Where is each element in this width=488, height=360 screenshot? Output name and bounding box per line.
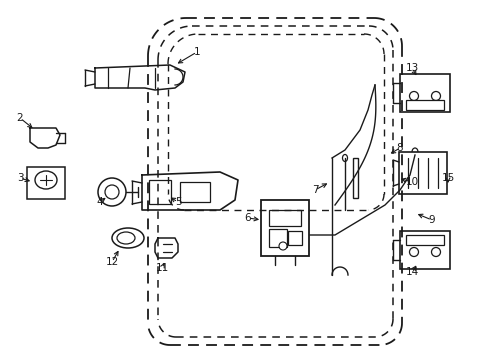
Text: 1: 1 [193,47,200,57]
Ellipse shape [35,171,57,189]
Bar [352,158,357,198]
Text: 13: 13 [405,63,418,73]
Text: 14: 14 [405,267,418,277]
Bar [405,100,443,110]
Text: 9: 9 [428,215,434,225]
Ellipse shape [342,154,347,162]
Ellipse shape [105,185,119,199]
Ellipse shape [430,248,440,256]
Ellipse shape [112,228,143,248]
Text: 2: 2 [17,113,23,123]
Ellipse shape [117,232,135,244]
Bar [399,74,449,112]
Bar [405,235,443,245]
Text: 8: 8 [396,143,403,153]
Bar [261,200,308,256]
Ellipse shape [430,91,440,100]
Text: 11: 11 [155,263,168,273]
Text: 5: 5 [174,197,181,207]
Bar [268,229,286,247]
Ellipse shape [279,242,286,250]
Bar [268,210,301,226]
Text: 4: 4 [97,197,103,207]
Text: 7: 7 [311,185,318,195]
Bar [27,167,65,199]
Text: 15: 15 [441,173,454,183]
Ellipse shape [408,91,418,100]
Bar [149,180,171,204]
Ellipse shape [98,178,126,206]
Ellipse shape [408,248,418,256]
Text: 6: 6 [244,213,251,223]
Bar [180,182,209,202]
Bar [398,152,446,194]
Bar [399,231,449,269]
Text: 3: 3 [17,173,23,183]
Text: 12: 12 [105,257,119,267]
Ellipse shape [411,148,417,156]
Text: 10: 10 [405,177,418,187]
Bar [287,231,302,245]
